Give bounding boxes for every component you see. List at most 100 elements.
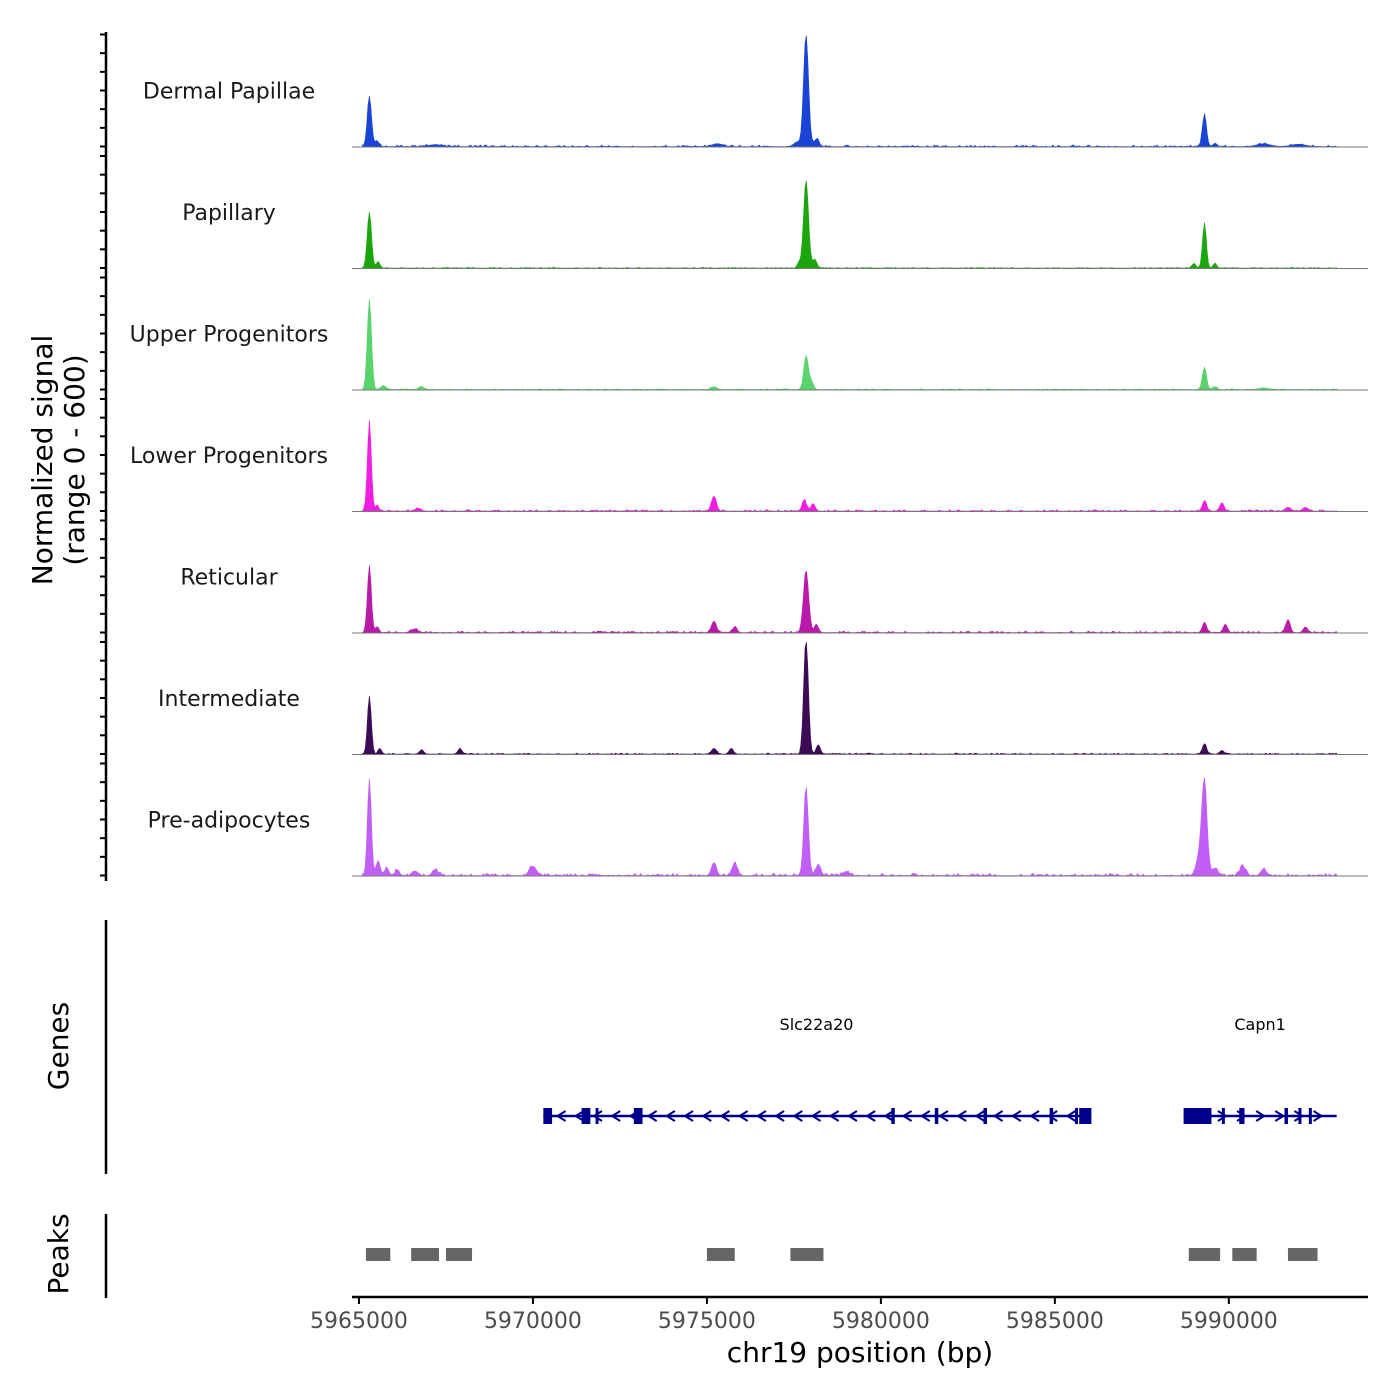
- track-lower-progenitors: Lower Progenitors: [130, 420, 1368, 512]
- track-reticular: Reticular: [180, 565, 1368, 634]
- x-axis: 5965000 5970000 5975000 5980000 5985000 59900…: [310, 1295, 1368, 1334]
- strand-arrow: [755, 1110, 767, 1122]
- signal-tracks: Dermal Papillae Papillary Upper Progenitor…: [130, 35, 1368, 877]
- track-upper-progenitors: Upper Progenitors: [130, 299, 1368, 391]
- track-label: Lower Progenitors: [130, 444, 328, 469]
- strand-arrow: [974, 1110, 985, 1122]
- strand-arrow: [1313, 1110, 1324, 1122]
- strand-arrow: [992, 1110, 1004, 1122]
- strand-arrow: [1029, 1110, 1040, 1122]
- strand-arrow: [883, 1110, 894, 1122]
- strand-arrow: [847, 1110, 858, 1122]
- strand-arrow: [664, 1110, 676, 1122]
- gene-exon: [1298, 1108, 1302, 1124]
- signal-area: [362, 565, 1337, 633]
- track-label: Papillary: [182, 201, 276, 226]
- peak-region: [706, 1248, 735, 1261]
- peak-region: [1232, 1248, 1257, 1261]
- track-label: Reticular: [180, 566, 278, 591]
- gene-exon: [1075, 1108, 1079, 1124]
- gene-exon: [1308, 1108, 1312, 1124]
- x-tick-label: 5975000: [658, 1309, 756, 1334]
- track-label: Upper Progenitors: [130, 323, 329, 348]
- peak-region: [790, 1248, 824, 1261]
- signal-area: [362, 420, 1337, 512]
- signal-area: [362, 180, 1337, 269]
- strand-arrow: [828, 1110, 840, 1122]
- strand-arrow: [701, 1110, 712, 1122]
- signal-area: [362, 641, 1337, 755]
- gene-label: Capn1: [1234, 1015, 1285, 1034]
- signal-area: [362, 299, 1337, 390]
- genes-track-label: Genes: [42, 1002, 75, 1090]
- y-axis-range: (range 0 - 600): [58, 354, 91, 565]
- x-axis-title: chr19 position (bp): [727, 1336, 993, 1369]
- gene-exon: [1079, 1108, 1092, 1124]
- track-intermediate: Intermediate: [158, 641, 1368, 755]
- x-tick-label: 5965000: [310, 1309, 408, 1334]
- gene-exon: [1183, 1108, 1212, 1124]
- strand-arrow: [1255, 1110, 1267, 1122]
- gene-exon: [543, 1108, 553, 1124]
- signal-area: [362, 777, 1337, 877]
- peak-region: [411, 1248, 439, 1261]
- strand-arrow: [901, 1110, 913, 1122]
- genes-track: Slc22a20 Capn1: [104, 920, 1337, 1174]
- track-papillary: Papillary: [182, 180, 1368, 269]
- strand-arrow: [810, 1110, 822, 1122]
- strand-arrow: [1010, 1110, 1022, 1122]
- strand-arrow: [919, 1110, 931, 1122]
- gene-exon: [1221, 1108, 1225, 1124]
- x-tick-label: 5990000: [1180, 1309, 1278, 1334]
- strand-arrow: [719, 1110, 730, 1122]
- strand-arrow: [1047, 1110, 1058, 1122]
- gene-slc22a20: Slc22a20: [543, 1015, 1092, 1124]
- peaks-track-label: Peaks: [42, 1213, 75, 1294]
- strand-arrow: [628, 1110, 639, 1122]
- strand-arrow: [1293, 1110, 1305, 1122]
- track-dermal-papillae: Dermal Papillae: [143, 35, 1368, 148]
- gene-exon: [934, 1108, 939, 1124]
- gene-exon: [983, 1108, 987, 1124]
- gene-exon: [595, 1108, 599, 1124]
- peak-region: [445, 1248, 473, 1261]
- strand-arrow: [792, 1110, 803, 1122]
- strand-arrow: [1274, 1110, 1286, 1122]
- peak-region: [1287, 1248, 1318, 1261]
- strand-arrow: [956, 1110, 967, 1122]
- strand-arrow: [938, 1110, 949, 1122]
- strand-arrow: [646, 1110, 658, 1122]
- peak-region: [1188, 1248, 1221, 1261]
- x-tick-label: 5970000: [484, 1309, 582, 1334]
- y-axis-title: Normalized signal: [26, 335, 59, 586]
- strand-arrow: [1217, 1110, 1228, 1122]
- strand-arrow: [592, 1110, 603, 1122]
- strand-arrow: [610, 1110, 621, 1122]
- strand-arrow: [555, 1110, 567, 1122]
- peaks-track: [104, 1214, 1318, 1298]
- strand-arrow: [774, 1110, 785, 1122]
- strand-arrow: [1198, 1110, 1209, 1122]
- gene-label: Slc22a20: [780, 1015, 854, 1034]
- strand-arrow: [1236, 1110, 1247, 1122]
- track-pre-adipocytes: Pre-adipocytes: [148, 777, 1368, 877]
- gene-exon: [633, 1108, 643, 1124]
- y-axis: [100, 32, 108, 881]
- strand-arrow: [737, 1110, 749, 1122]
- peak-region: [365, 1248, 391, 1261]
- gene-exon: [1239, 1108, 1245, 1124]
- track-label: Dermal Papillae: [143, 80, 315, 105]
- track-label: Intermediate: [158, 687, 300, 712]
- track-label: Pre-adipocytes: [148, 809, 311, 834]
- x-tick-label: 5985000: [1006, 1309, 1104, 1334]
- strand-arrow: [573, 1110, 585, 1122]
- gene-exon: [891, 1108, 895, 1124]
- gene-capn1: Capn1: [1183, 1015, 1337, 1124]
- signal-area: [362, 35, 1337, 147]
- gene-exon: [581, 1108, 591, 1124]
- strand-arrow: [865, 1110, 876, 1122]
- x-tick-label: 5980000: [832, 1309, 930, 1334]
- gene-exon: [1284, 1108, 1288, 1124]
- strand-arrow: [683, 1110, 694, 1122]
